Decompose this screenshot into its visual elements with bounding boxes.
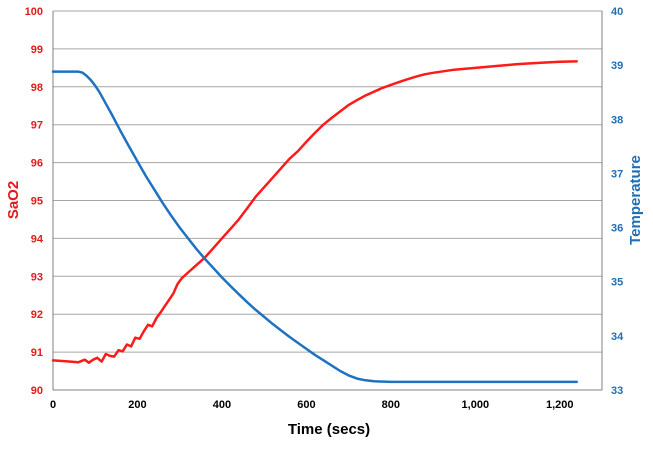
y-right-tick-label: 40 — [611, 6, 623, 18]
y-right-tick-label: 35 — [611, 277, 623, 289]
y-left-tick-label: 93 — [31, 271, 43, 283]
grid-lines — [53, 10, 602, 353]
temperature-series-line — [51, 70, 578, 384]
x-tick-label: 800 — [382, 399, 400, 411]
x-tick-label: 400 — [213, 399, 231, 411]
y-left-tick-label: 98 — [31, 82, 43, 94]
y-left-tick-label: 100 — [25, 6, 43, 18]
y-axis-right-title: Temperature — [627, 155, 644, 245]
x-tick-label: 1,200 — [546, 399, 574, 411]
y-left-tick-label: 94 — [31, 233, 44, 245]
y-right-tick-label: 34 — [611, 331, 624, 343]
series-lines — [51, 60, 578, 384]
x-axis-title: Time (secs) — [288, 421, 370, 438]
y-left-tick-label: 95 — [31, 196, 43, 208]
tick-labels: 9091929394959697989910033343536373839400… — [25, 6, 624, 411]
y-left-tick-label: 91 — [31, 347, 43, 359]
axes — [52, 11, 603, 391]
y-left-tick-label: 92 — [31, 309, 43, 321]
y-right-tick-label: 39 — [611, 60, 623, 72]
y-right-tick-label: 33 — [611, 385, 623, 397]
y-right-tick-label: 36 — [611, 223, 623, 235]
x-tick-label: 1,000 — [462, 399, 490, 411]
y-axis-left-title: SaO2 — [5, 181, 22, 219]
x-tick-label: 600 — [297, 399, 315, 411]
sao2-series-line — [51, 60, 578, 364]
y-right-tick-label: 37 — [611, 168, 623, 180]
y-left-tick-label: 96 — [31, 158, 43, 170]
y-left-tick-label: 90 — [31, 385, 43, 397]
x-tick-label: 200 — [128, 399, 146, 411]
y-left-tick-label: 99 — [31, 44, 43, 56]
y-left-tick-label: 97 — [31, 120, 43, 132]
x-tick-label: 0 — [50, 399, 56, 411]
y-right-tick-label: 38 — [611, 114, 623, 126]
